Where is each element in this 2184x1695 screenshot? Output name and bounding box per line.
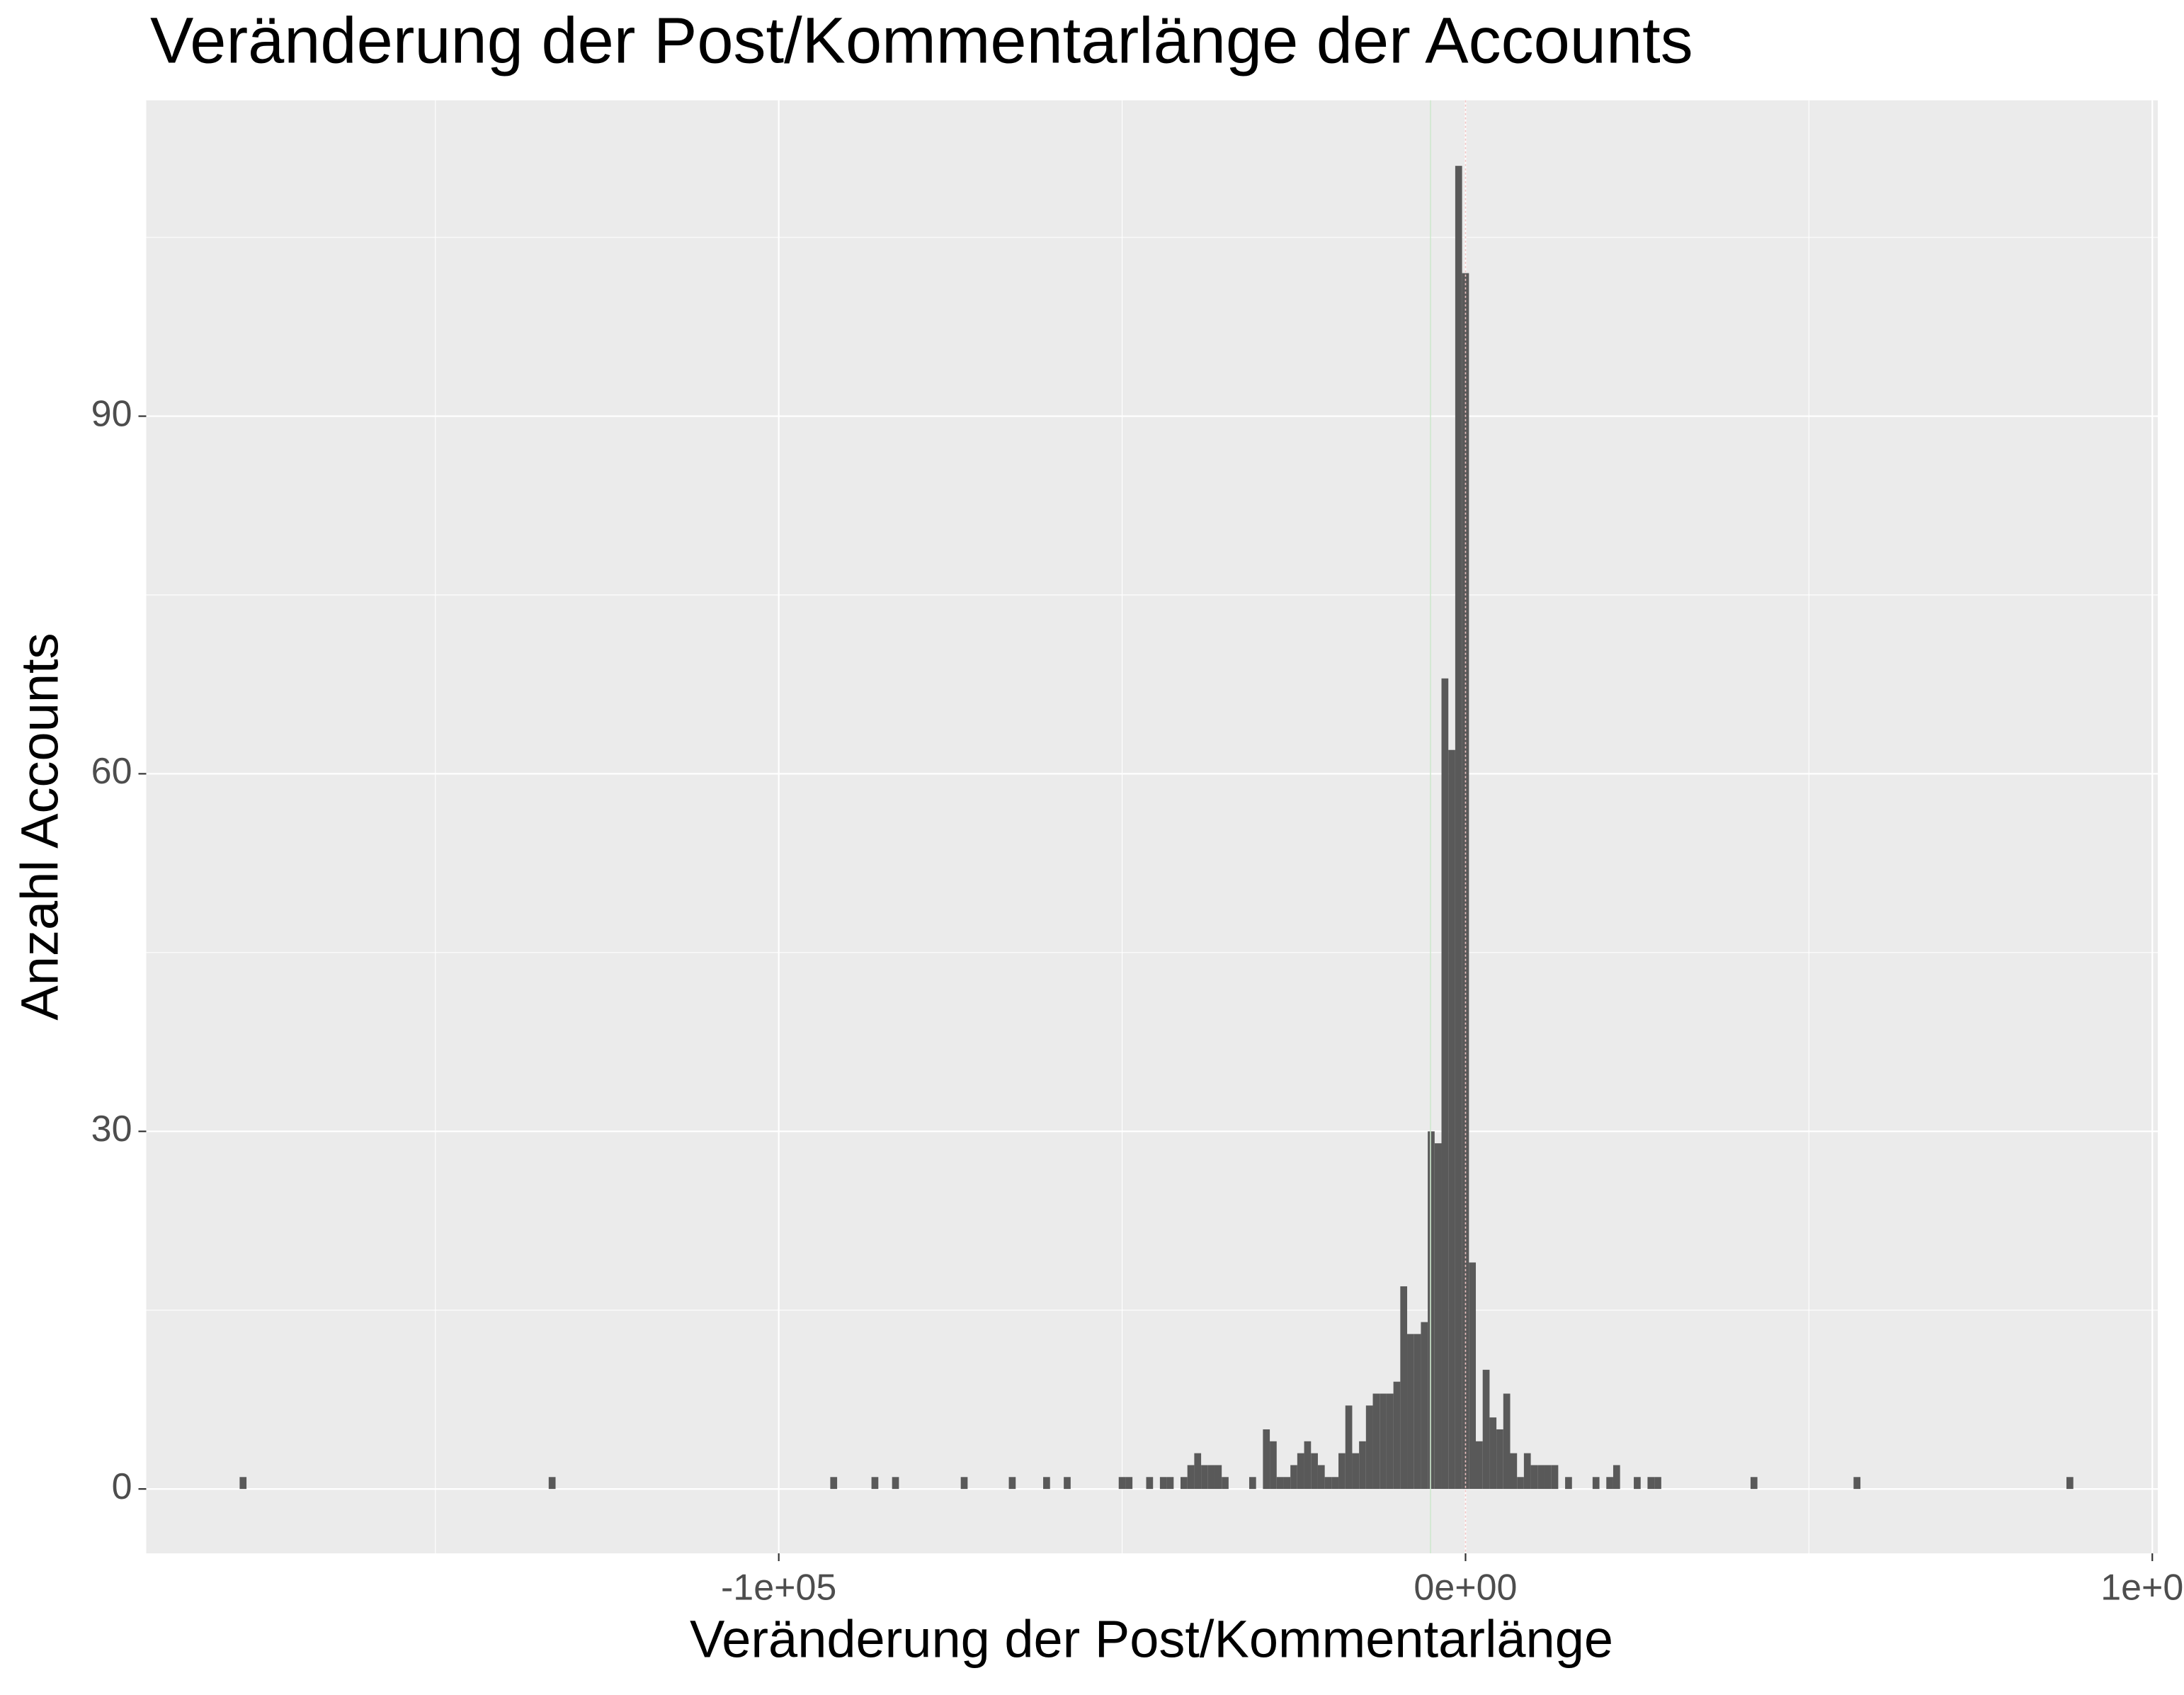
histogram-bar: [1207, 1465, 1215, 1490]
histogram-bar: [1311, 1453, 1318, 1490]
histogram-bar: [1324, 1477, 1332, 1490]
histogram-bar: [1441, 678, 1449, 1490]
histogram-bar: [1750, 1477, 1758, 1490]
histogram-bar: [1064, 1477, 1071, 1490]
y-tick-label: 60: [91, 751, 132, 792]
histogram-bar: [1331, 1477, 1339, 1490]
y-tick-label: 90: [91, 393, 132, 434]
y-tick-label: 0: [112, 1466, 132, 1507]
histogram-bar: [960, 1477, 968, 1490]
histogram-bar: [1263, 1429, 1270, 1490]
histogram-bar: [1489, 1417, 1497, 1490]
histogram-bar: [1386, 1393, 1394, 1490]
histogram-bar: [892, 1477, 899, 1490]
histogram-bar: [1283, 1477, 1291, 1490]
histogram-bar: [1517, 1477, 1524, 1490]
histogram-bar: [1523, 1453, 1531, 1490]
histogram-bar: [1455, 166, 1462, 1490]
histogram-bar: [1297, 1453, 1304, 1490]
histogram-bar: [1317, 1465, 1325, 1490]
histogram-bar: [1634, 1477, 1641, 1490]
plot-panel: [146, 100, 2158, 1553]
histogram-bar: [1359, 1441, 1366, 1490]
histogram-bar: [1647, 1477, 1655, 1490]
histogram-bar: [1352, 1453, 1360, 1490]
histogram-bar: [1304, 1441, 1312, 1490]
histogram-bar: [1503, 1393, 1511, 1490]
histogram-bar: [1407, 1334, 1414, 1490]
histogram-bar: [1043, 1477, 1050, 1490]
histogram-bar: [1434, 1143, 1442, 1490]
histogram-bar: [1393, 1381, 1401, 1490]
histogram-bar: [1654, 1477, 1661, 1490]
histogram-bar: [1537, 1465, 1545, 1490]
histogram-bar: [1551, 1465, 1559, 1490]
histogram-bar: [1469, 1262, 1477, 1490]
histogram-bar: [1290, 1465, 1297, 1490]
histogram-bar: [1270, 1441, 1277, 1490]
histogram-bar: [1606, 1477, 1613, 1490]
histogram-bar: [830, 1477, 838, 1490]
histogram-bar: [239, 1477, 247, 1490]
histogram-bar: [871, 1477, 879, 1490]
histogram-bar: [1215, 1465, 1222, 1490]
histogram-bar: [1166, 1477, 1174, 1490]
x-tick-label: 0e+00: [1414, 1568, 1517, 1609]
histogram-bar: [1201, 1465, 1208, 1490]
histogram-bar: [1496, 1429, 1503, 1490]
x-tick-label: 1e+05: [2100, 1568, 2184, 1609]
histogram-bar: [1249, 1477, 1256, 1490]
histogram-bar: [1180, 1477, 1188, 1490]
histogram-bar: [548, 1477, 556, 1490]
histogram-bar: [1400, 1286, 1408, 1490]
x-axis-title: Veränderung der Post/Kommentarlänge: [690, 1610, 1613, 1669]
histogram-bar: [1222, 1477, 1229, 1490]
histogram-bar: [1008, 1477, 1016, 1490]
histogram-bar: [1544, 1465, 1552, 1490]
histogram-bar: [1194, 1453, 1202, 1490]
histogram-bar: [1125, 1477, 1133, 1490]
histogram-bar: [1853, 1477, 1861, 1490]
histogram-bar: [1428, 1131, 1435, 1490]
x-tick-label: -1e+05: [721, 1568, 836, 1609]
histogram-bar: [1482, 1369, 1490, 1490]
y-tick-label: 30: [91, 1109, 132, 1150]
histogram-bar: [1372, 1393, 1380, 1490]
histogram-bar: [1338, 1453, 1346, 1490]
histogram-bar: [1421, 1322, 1428, 1490]
histogram-bar: [1159, 1477, 1167, 1490]
histogram-bar: [1276, 1477, 1284, 1490]
histogram-bar: [1592, 1477, 1600, 1490]
histogram-bar: [1345, 1405, 1353, 1490]
histogram-bar: [2066, 1477, 2074, 1490]
histogram-bar: [1565, 1477, 1572, 1490]
chart-title: Veränderung der Post/Kommentarlänge der …: [150, 4, 1693, 76]
histogram-bar: [1476, 1441, 1483, 1490]
y-axis-title: Anzahl Accounts: [11, 633, 69, 1020]
histogram-bar: [1414, 1334, 1421, 1490]
histogram-bar: [1462, 273, 1469, 1490]
histogram-bar: [1187, 1465, 1195, 1490]
histogram-bar: [1510, 1453, 1518, 1490]
histogram-bar: [1380, 1393, 1387, 1490]
histogram-bar: [1448, 749, 1455, 1490]
histogram-bar: [1613, 1465, 1620, 1490]
histogram-bar: [1146, 1477, 1154, 1490]
histogram-bar: [1118, 1477, 1126, 1490]
histogram-bar: [1530, 1465, 1538, 1490]
histogram-bar: [1365, 1405, 1373, 1490]
